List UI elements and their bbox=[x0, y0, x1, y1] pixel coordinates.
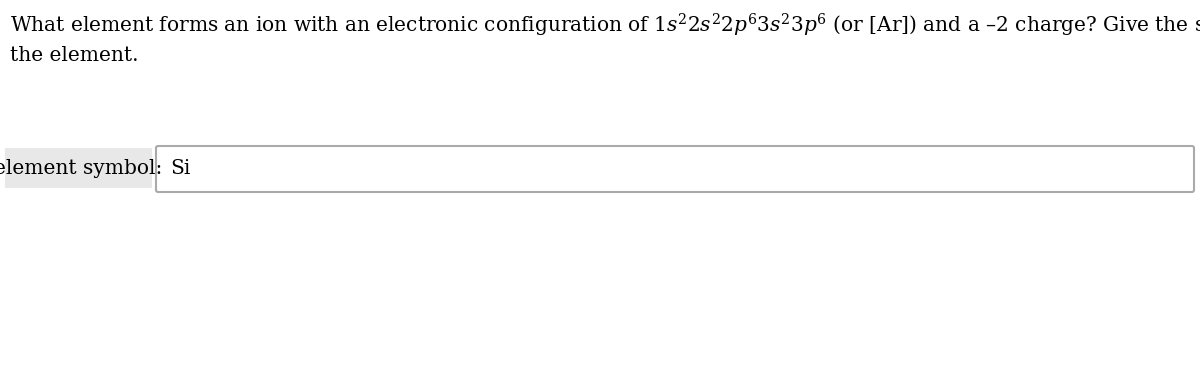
Text: Si: Si bbox=[170, 159, 191, 179]
FancyBboxPatch shape bbox=[156, 146, 1194, 192]
Text: What element forms an ion with an electronic configuration of 1$s^2$2$s^2$2$p^6$: What element forms an ion with an electr… bbox=[10, 12, 1200, 39]
Bar bbox=[5, 148, 152, 188]
Text: the element.: the element. bbox=[10, 46, 138, 65]
Text: element symbol:: element symbol: bbox=[0, 159, 163, 177]
